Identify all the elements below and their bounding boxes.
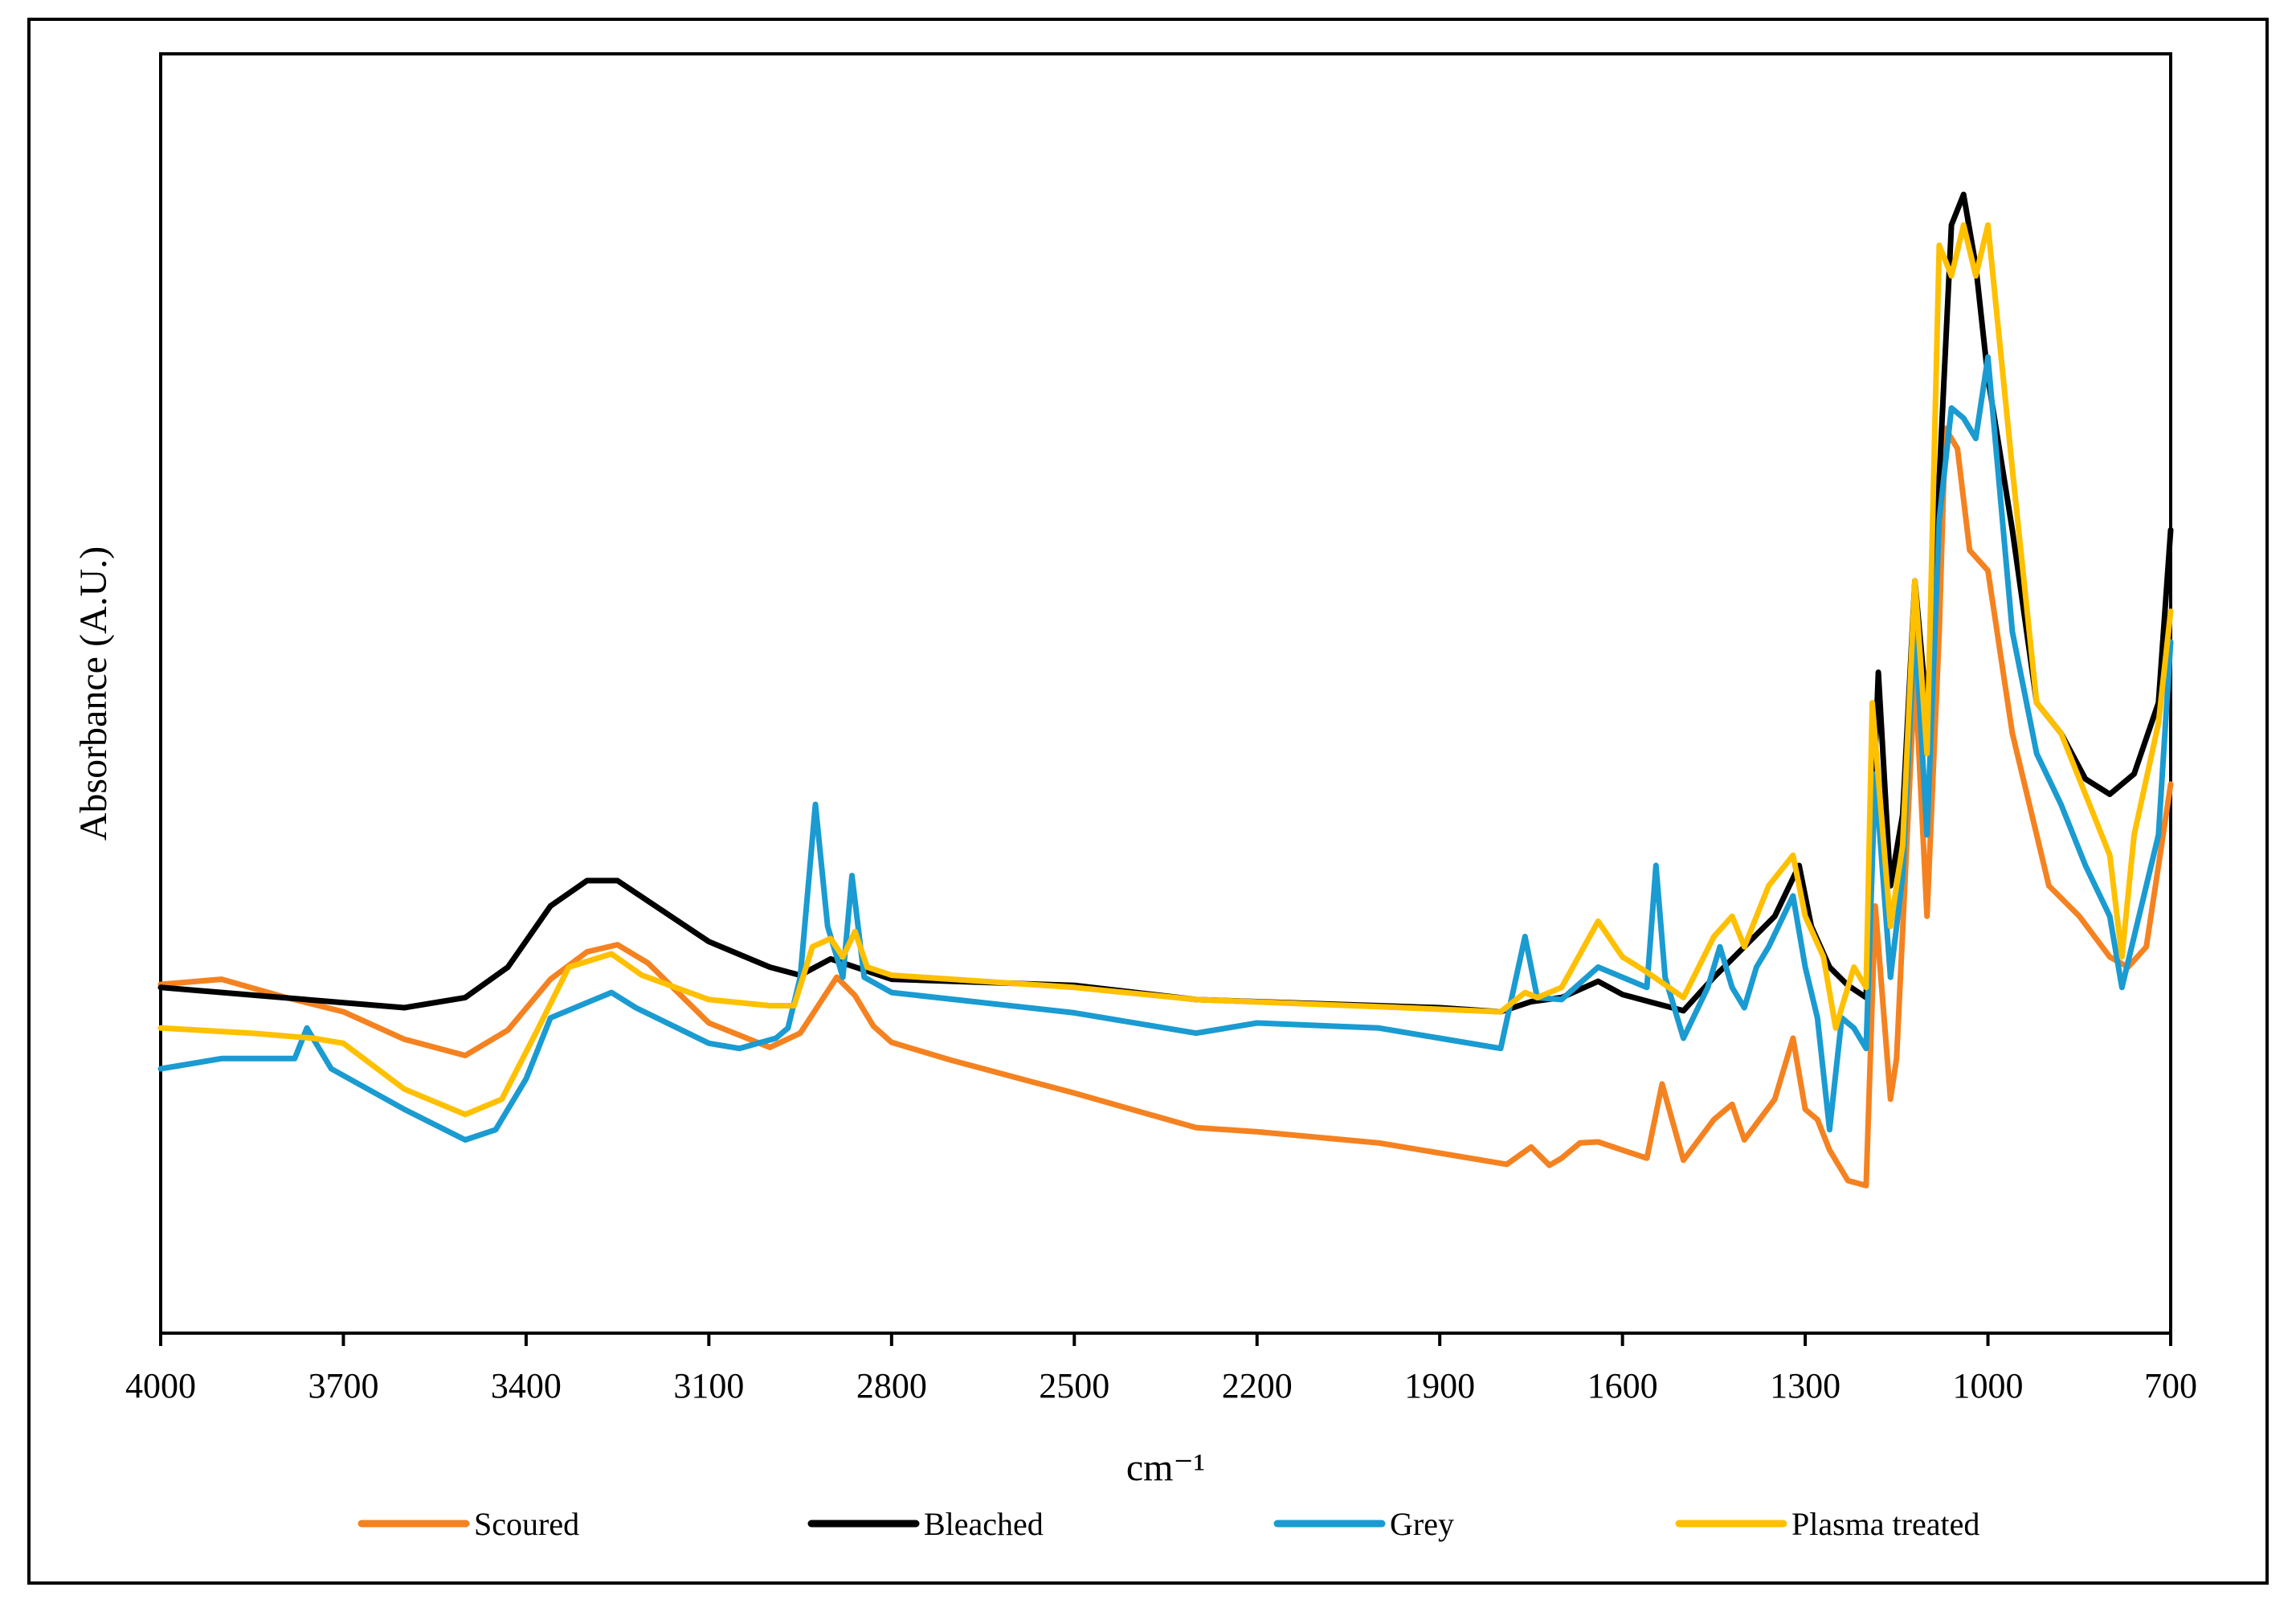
x-tick-label: 4000 <box>125 1366 196 1405</box>
x-axis-ticks: 4000 3700 3400 3100 2800 2500 2200 1900 1600 1300… <box>125 1333 2197 1405</box>
x-tick-label: 1300 <box>1770 1366 1840 1405</box>
legend-label-grey: Grey <box>1390 1506 1454 1542</box>
x-tick-label: 3400 <box>491 1366 562 1405</box>
x-tick-label: 3100 <box>673 1366 744 1405</box>
plot-area <box>159 52 2172 1335</box>
series-line-scoured <box>157 425 2174 1188</box>
x-tick-label: 2800 <box>856 1366 927 1405</box>
x-axis-title: cm⁻¹ <box>1126 1446 1205 1489</box>
x-tick-label: 700 <box>2144 1366 2197 1405</box>
series-lines <box>157 191 2174 1188</box>
legend-label-bleached: Bleached <box>924 1506 1044 1542</box>
x-tick-label: 3700 <box>308 1366 378 1405</box>
legend-label-plasma-treated: Plasma treated <box>1791 1506 1979 1542</box>
legend: Scoured Bleached Grey Plasma treated <box>357 1506 1979 1542</box>
chart-frame <box>27 18 2269 1585</box>
series-line-grey <box>157 354 2174 1143</box>
x-tick-label: 1000 <box>1953 1366 2024 1405</box>
series-line-plasma-treated <box>157 222 2174 1118</box>
series-line-bleached <box>157 191 2174 1015</box>
y-axis-title: Absorbance (A.U.) <box>72 546 115 841</box>
x-tick-label: 1600 <box>1587 1366 1658 1405</box>
x-tick-label: 1900 <box>1404 1366 1475 1405</box>
x-tick-label: 2500 <box>1039 1366 1109 1405</box>
x-tick-label: 2200 <box>1222 1366 1293 1405</box>
legend-label-scoured: Scoured <box>474 1506 579 1542</box>
